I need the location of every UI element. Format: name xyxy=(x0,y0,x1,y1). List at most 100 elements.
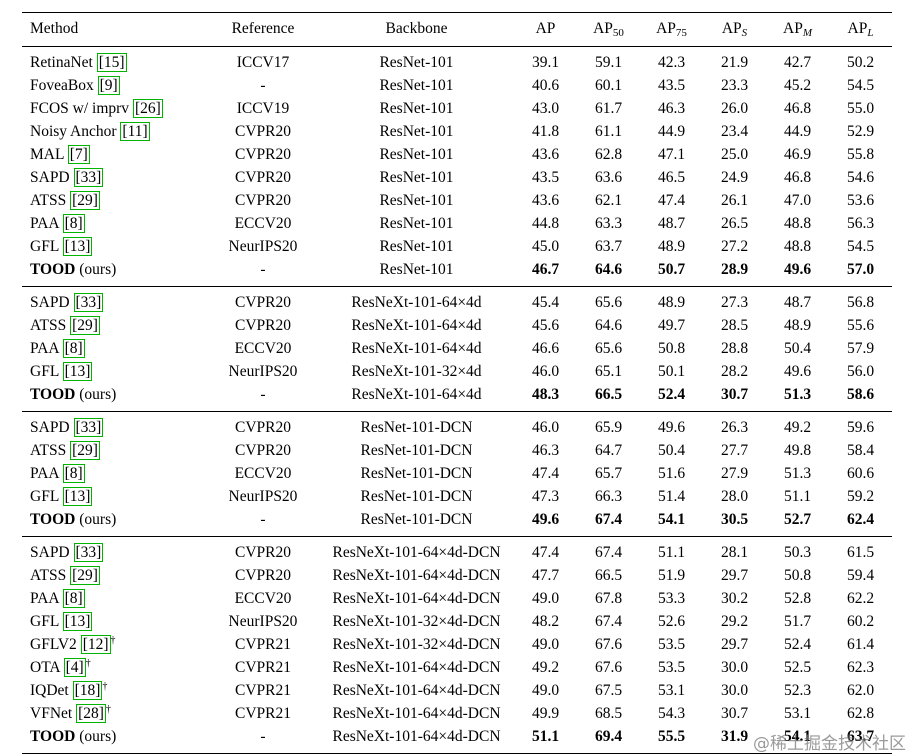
metric-value: 65.6 xyxy=(594,294,623,311)
citation-link[interactable]: [29] xyxy=(70,566,100,585)
method-name: GFL xyxy=(30,488,59,505)
metric-value: 50.7 xyxy=(657,261,686,278)
reference-cell: NeurIPS20 xyxy=(228,613,298,630)
backbone-cell: ResNeXt-101-64×4d xyxy=(351,386,482,403)
metric-value: 28.2 xyxy=(720,363,749,380)
metric-value: 59.2 xyxy=(846,488,875,505)
table-row: GFL [13] NeurIPS20 ResNeXt-101-32×4d-DCN 48… xyxy=(22,610,892,633)
method-cell: FoveaBox [9] xyxy=(22,74,207,97)
citation-link[interactable]: [13] xyxy=(62,237,93,256)
method-name: PAA xyxy=(30,590,59,607)
method-name: VFNet xyxy=(30,705,73,722)
col-header-ap75: AP75 xyxy=(640,13,703,47)
metric-value: 52.6 xyxy=(657,613,686,630)
metric-value: 46.8 xyxy=(783,169,812,186)
citation-link[interactable]: [4] xyxy=(63,658,86,677)
citation-link[interactable]: [29] xyxy=(70,441,100,460)
metric-value: 39.1 xyxy=(531,54,560,71)
method-cell: GFLV2 [12] † xyxy=(22,633,207,656)
citation-link[interactable]: [8] xyxy=(62,339,85,358)
citation-link[interactable]: [33] xyxy=(73,543,104,562)
table-row: ATSS [29] CVPR20 ResNet-101 43.6 62.1 47.4 26.… xyxy=(22,189,892,212)
metric-value: 68.5 xyxy=(594,705,623,722)
metric-value: 49.0 xyxy=(531,636,560,653)
citation-link[interactable]: [12] xyxy=(80,635,111,654)
metric-value: 47.4 xyxy=(531,465,560,482)
backbone-cell: ResNeXt-101-64×4d-DCN xyxy=(332,567,501,584)
method-cell: VFNet [28] † xyxy=(22,702,207,725)
citation-link[interactable]: [29] xyxy=(70,191,100,210)
backbone-cell: ResNeXt-101-64×4d-DCN xyxy=(332,659,501,676)
citation-link[interactable]: [8] xyxy=(62,589,85,608)
citation-link[interactable]: [33] xyxy=(73,418,104,437)
metric-value: 50.2 xyxy=(846,54,875,71)
reference-cell: CVPR20 xyxy=(235,294,291,311)
reference-cell: ECCV20 xyxy=(234,215,292,232)
reference-cell: ECCV20 xyxy=(234,590,292,607)
method-name: SAPD xyxy=(30,294,70,311)
metric-value: 51.9 xyxy=(657,567,686,584)
reference-cell: NeurIPS20 xyxy=(228,488,298,505)
citation-link[interactable]: [33] xyxy=(73,293,104,312)
method-group-4: SAPD [33] CVPR20 ResNeXt-101-64×4d-DCN 47.4… xyxy=(22,536,892,754)
metric-value: 59.1 xyxy=(594,54,623,71)
method-cell: GFL [13] xyxy=(22,485,207,508)
method-name: ATSS xyxy=(30,442,67,459)
metric-value: 58.6 xyxy=(846,386,875,403)
table-row: ATSS [29] CVPR20 ResNet-101-DCN 46.3 64.7 50.… xyxy=(22,439,892,462)
method-cell: ATSS [29] xyxy=(22,439,207,462)
method-cell: ATSS [29] xyxy=(22,189,207,212)
metric-value: 67.4 xyxy=(594,511,623,528)
method-name: SAPD xyxy=(30,544,70,561)
citation-link[interactable]: [7] xyxy=(67,145,90,164)
metric-value: 50.4 xyxy=(783,340,812,357)
dagger-mark: † xyxy=(105,703,111,715)
metric-value: 28.5 xyxy=(720,317,749,334)
dagger-mark: † xyxy=(110,634,116,646)
metric-value: 60.6 xyxy=(846,465,875,482)
metric-value: 65.1 xyxy=(594,363,623,380)
backbone-cell: ResNet-101 xyxy=(379,215,454,232)
metric-value: 53.3 xyxy=(657,590,686,607)
metric-value: 30.0 xyxy=(720,682,749,699)
citation-link[interactable]: [13] xyxy=(62,487,93,506)
citation-link[interactable]: [11] xyxy=(120,122,150,141)
citation-link[interactable]: [33] xyxy=(73,168,104,187)
table-row: ATSS [29] CVPR20 ResNeXt-101-64×4d 45.6 64.6… xyxy=(22,314,892,337)
col-header-method: Method xyxy=(30,20,79,37)
method-cell: RetinaNet [15] xyxy=(22,47,207,75)
citation-link[interactable]: [13] xyxy=(62,362,93,381)
citation-link[interactable]: [18] xyxy=(72,681,103,700)
metric-subscript: L xyxy=(867,27,874,39)
metric-value: 27.7 xyxy=(720,442,749,459)
metric-subscript: S xyxy=(741,27,748,39)
citation-link[interactable]: [26] xyxy=(132,99,163,118)
reference-cell: CVPR20 xyxy=(235,567,291,584)
reference-cell: CVPR21 xyxy=(235,659,291,676)
metric-value: 52.7 xyxy=(783,511,812,528)
metric-value: 49.2 xyxy=(531,659,560,676)
metric-value: 46.6 xyxy=(531,340,560,357)
citation-link[interactable]: [9] xyxy=(97,76,120,95)
citation-link[interactable]: [8] xyxy=(62,464,85,483)
metric-value: 57.0 xyxy=(846,261,875,278)
method-name: ATSS xyxy=(30,317,67,334)
metric-value: 47.0 xyxy=(783,192,812,209)
citation-link[interactable]: [13] xyxy=(62,612,93,631)
citation-link[interactable]: [15] xyxy=(96,53,127,72)
metric-value: 61.7 xyxy=(594,100,623,117)
reference-cell: CVPR20 xyxy=(235,544,291,561)
reference-cell: CVPR20 xyxy=(235,169,291,186)
metric-value: 47.4 xyxy=(657,192,686,209)
citation-link[interactable]: [8] xyxy=(62,214,85,233)
backbone-cell: ResNeXt-101-64×4d-DCN xyxy=(332,728,501,745)
backbone-cell: ResNeXt-101-64×4d xyxy=(351,340,482,357)
method-suffix: (ours) xyxy=(75,386,117,403)
backbone-cell: ResNeXt-101-32×4d-DCN xyxy=(332,613,501,630)
citation-link[interactable]: [28] xyxy=(76,704,106,723)
metric-value: 21.9 xyxy=(720,54,749,71)
table-row: Noisy Anchor [11] CVPR20 ResNet-101 41.8 61.… xyxy=(22,120,892,143)
metric-value: 67.4 xyxy=(594,613,623,630)
backbone-cell: ResNet-101-DCN xyxy=(360,465,473,482)
citation-link[interactable]: [29] xyxy=(70,316,100,335)
